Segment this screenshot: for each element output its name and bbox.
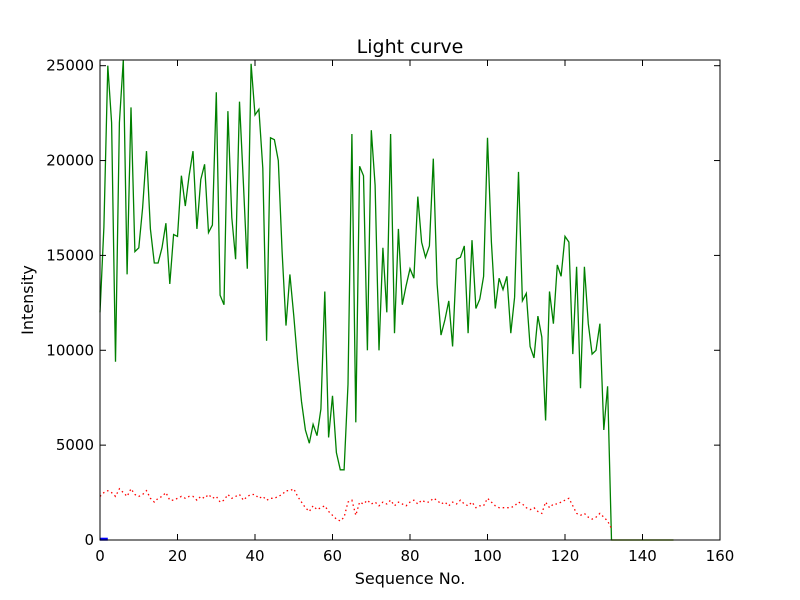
x-tick-label-80: 80 (400, 547, 419, 565)
y-tick-label-25000: 25000 (46, 57, 94, 75)
series-layer (99, 59, 674, 541)
series-line-1 (99, 59, 674, 541)
x-tick-label-120: 120 (551, 547, 580, 565)
y-tick-label-10000: 10000 (46, 341, 94, 359)
x-tick-label-60: 60 (323, 547, 342, 565)
x-tick-label-100: 100 (473, 547, 502, 565)
y-axis-label: Intensity (18, 265, 37, 335)
y-tick-label-20000: 20000 (46, 152, 94, 170)
x-tick-label-160: 160 (706, 547, 735, 565)
chart-title: Light curve (357, 36, 464, 58)
series-line-2 (99, 487, 613, 529)
plot-frame (99, 59, 721, 541)
x-tick-label-20: 20 (168, 547, 187, 565)
y-tick-label-15000: 15000 (46, 246, 94, 264)
x-tick-label-40: 40 (245, 547, 264, 565)
x-axis-label: Sequence No. (355, 569, 466, 588)
y-tick-label-0: 0 (84, 531, 94, 549)
y-tick-label-5000: 5000 (56, 436, 94, 454)
x-tick-label-140: 140 (628, 547, 657, 565)
x-tick-label-0: 0 (95, 547, 105, 565)
axes-layer: 0 20 40 60 80 100 120 140 160 0 5000 10000 15000 2000… (46, 57, 734, 565)
